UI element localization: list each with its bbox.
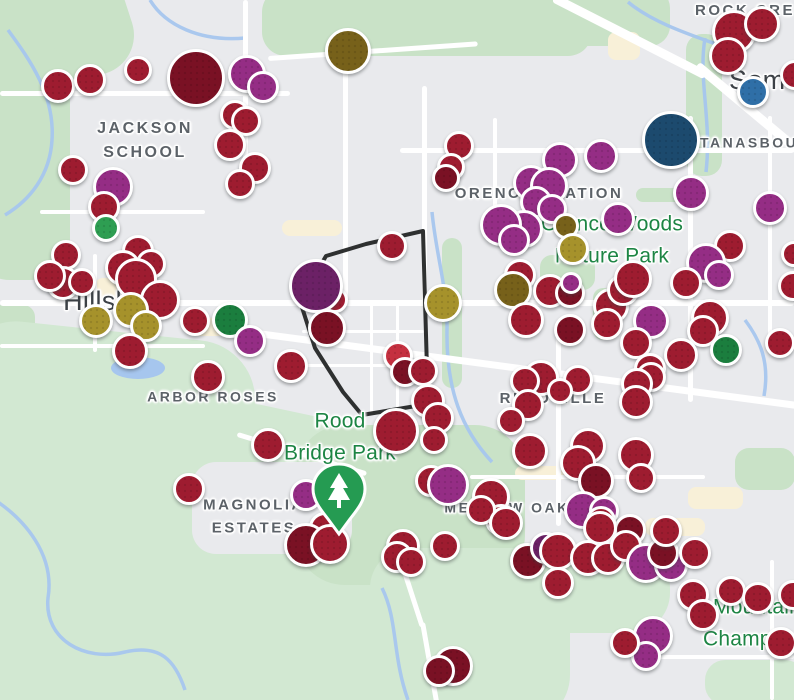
park-pin[interactable]	[311, 462, 367, 540]
data-point-marker-blue[interactable]	[737, 76, 769, 108]
data-point-marker-red[interactable]	[34, 260, 66, 292]
data-point-marker-red[interactable]	[679, 537, 711, 569]
data-point-marker-red[interactable]	[512, 433, 548, 469]
data-point-marker-red[interactable]	[744, 6, 780, 42]
data-point-marker-red[interactable]	[489, 506, 523, 540]
road	[0, 91, 290, 96]
data-point-marker-green[interactable]	[92, 214, 120, 242]
data-point-marker-red[interactable]	[251, 428, 285, 462]
data-point-marker-red[interactable]	[778, 271, 794, 301]
commercial-area	[688, 487, 743, 509]
data-point-marker-red[interactable]	[542, 567, 574, 599]
data-point-marker-red[interactable]	[408, 356, 438, 386]
map-label-arbor-roses: ARBOR ROSES	[147, 388, 279, 405]
data-point-marker-darkolive[interactable]	[325, 28, 371, 74]
data-point-marker-red[interactable]	[274, 349, 308, 383]
data-point-marker-purple[interactable]	[234, 325, 266, 357]
road	[493, 118, 497, 230]
data-point-marker-olive[interactable]	[79, 304, 113, 338]
data-point-marker-darkred[interactable]	[423, 655, 455, 687]
data-point-marker-red[interactable]	[765, 627, 794, 659]
data-point-marker-red[interactable]	[512, 389, 544, 421]
road	[640, 655, 794, 659]
data-point-marker-red[interactable]	[430, 531, 460, 561]
data-point-marker-olive[interactable]	[557, 233, 589, 265]
road	[556, 330, 561, 526]
road	[343, 42, 348, 302]
map-label-rood-bridge-park: Rood Bridge Park	[284, 409, 396, 465]
data-point-marker-purple[interactable]	[584, 139, 618, 173]
data-point-marker-red[interactable]	[765, 328, 794, 358]
data-point-marker-red[interactable]	[41, 69, 75, 103]
road	[768, 116, 772, 346]
data-point-marker-red[interactable]	[420, 426, 448, 454]
data-point-marker-red[interactable]	[687, 599, 719, 631]
data-point-marker-red[interactable]	[664, 338, 698, 372]
data-point-marker-navy[interactable]	[642, 111, 700, 169]
data-point-marker-red[interactable]	[497, 407, 525, 435]
data-point-marker-darkpurple[interactable]	[289, 259, 343, 313]
data-point-marker-red[interactable]	[781, 241, 794, 267]
road	[0, 344, 205, 348]
road	[40, 210, 205, 214]
park-area	[735, 448, 794, 490]
data-point-marker-olive[interactable]	[130, 310, 162, 342]
data-point-marker-red[interactable]	[614, 260, 652, 298]
data-point-marker-red[interactable]	[214, 129, 246, 161]
data-point-marker-darkred[interactable]	[167, 49, 225, 107]
data-point-marker-red[interactable]	[591, 308, 623, 340]
data-point-marker-purple[interactable]	[427, 464, 469, 506]
data-point-marker-darkred[interactable]	[432, 164, 460, 192]
data-point-marker-forestgreen[interactable]	[710, 334, 742, 366]
data-point-marker-red[interactable]	[112, 333, 148, 369]
data-point-marker-purple[interactable]	[704, 260, 734, 290]
road	[93, 254, 97, 352]
map-label-magnolia-estates: MAGNOLIA ESTATES	[203, 496, 305, 537]
data-point-marker-red[interactable]	[547, 378, 573, 404]
data-point-marker-purple[interactable]	[753, 191, 787, 225]
data-point-marker-red[interactable]	[373, 408, 419, 454]
data-point-marker-red[interactable]	[173, 473, 205, 505]
data-point-marker-red[interactable]	[74, 64, 106, 96]
data-point-marker-red[interactable]	[626, 463, 656, 493]
data-point-marker-red[interactable]	[610, 628, 640, 658]
data-point-marker-darkred[interactable]	[554, 314, 586, 346]
data-point-marker-red[interactable]	[778, 580, 794, 610]
data-point-marker-olive[interactable]	[424, 284, 462, 322]
data-point-marker-red[interactable]	[670, 267, 702, 299]
data-point-marker-red[interactable]	[225, 169, 255, 199]
data-point-marker-darkred[interactable]	[308, 309, 346, 347]
data-point-marker-red[interactable]	[191, 360, 225, 394]
data-point-marker-red[interactable]	[742, 582, 774, 614]
data-point-marker-red[interactable]	[231, 106, 261, 136]
data-point-marker-purple[interactable]	[560, 272, 582, 294]
data-point-marker-red[interactable]	[68, 268, 96, 296]
data-point-marker-red[interactable]	[508, 302, 544, 338]
data-point-marker-purple[interactable]	[601, 202, 635, 236]
map-label-tanasbourne: TANASBOURNE	[700, 134, 794, 151]
data-point-marker-purple[interactable]	[673, 175, 709, 211]
park-area	[636, 188, 684, 202]
data-point-marker-purple[interactable]	[247, 71, 279, 103]
data-point-marker-red[interactable]	[124, 56, 152, 84]
tree-icon	[328, 473, 350, 508]
data-point-marker-red[interactable]	[619, 385, 653, 419]
data-point-marker-red[interactable]	[377, 231, 407, 261]
data-point-marker-red[interactable]	[650, 515, 682, 547]
data-point-marker-red[interactable]	[709, 37, 747, 75]
terrain-area	[705, 660, 794, 700]
data-point-marker-red[interactable]	[396, 547, 426, 577]
map-label-jackson-school: JACKSON SCHOOL	[97, 120, 193, 161]
data-point-marker-purple[interactable]	[498, 224, 530, 256]
data-point-marker-red[interactable]	[310, 524, 350, 564]
road	[422, 86, 427, 304]
data-point-marker-red[interactable]	[716, 576, 746, 606]
data-point-marker-red[interactable]	[780, 60, 794, 90]
data-point-marker-red[interactable]	[180, 306, 210, 336]
data-point-marker-red[interactable]	[58, 155, 88, 185]
